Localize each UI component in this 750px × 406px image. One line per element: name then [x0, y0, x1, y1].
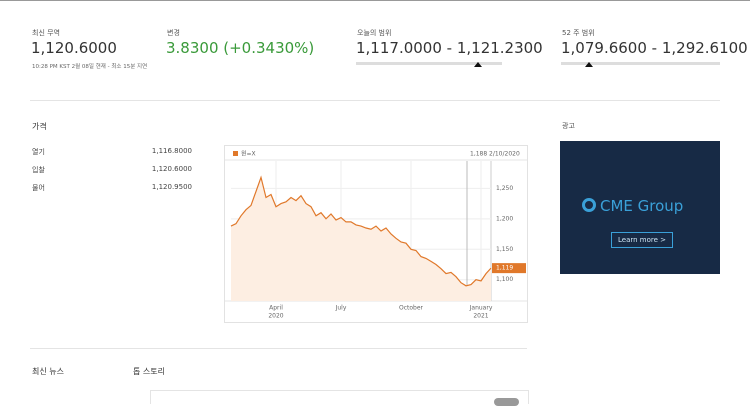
stat-value: 3.8300 (+0.3430%)	[166, 39, 315, 57]
x-tick-year: 2021	[473, 313, 488, 320]
range-bar	[356, 62, 502, 65]
range-marker	[474, 62, 482, 67]
divider	[30, 100, 720, 101]
area	[231, 177, 491, 301]
range-bar	[561, 62, 720, 65]
price-row-label: 물어	[32, 184, 45, 192]
ad-label: 광고	[562, 122, 575, 130]
news-badge	[494, 398, 519, 406]
y-tick-label: 1,100	[496, 276, 513, 283]
divider	[30, 348, 527, 349]
x-tick-label: April	[269, 305, 283, 312]
ad-brand: CME Group	[600, 197, 684, 215]
last-value-box	[492, 263, 526, 274]
news-title: 최신 뉴스	[32, 367, 64, 376]
last-value-label: 1,119	[496, 265, 513, 272]
x-tick-year: 2020	[268, 313, 283, 320]
stat-value: 1,120.6000	[31, 39, 117, 57]
price-row-label: 열기	[32, 148, 45, 156]
price-row-value: 1,120.9500	[151, 183, 192, 191]
top-border	[0, 0, 750, 1]
stat-label: 변경	[167, 29, 180, 37]
section-title: 가격	[32, 122, 47, 131]
stat-label: 최신 무역	[32, 29, 60, 37]
ad-logo	[582, 198, 596, 212]
ad-banner[interactable]: CME Group Learn more >	[560, 141, 720, 274]
price-row-value: 1,120.6000	[151, 165, 192, 173]
line	[230, 175, 492, 287]
stat-note: 10:28 PM KST 2월 08일 현재 - 최소 15분 지연	[32, 64, 148, 70]
stat-value: 1,079.6600 - 1,292.6100	[561, 39, 748, 57]
stat-label: 오늘의 범위	[357, 29, 392, 37]
hover-value: 1,188	[470, 151, 487, 158]
stat-label: 52 주 범위	[562, 29, 595, 37]
x-tick-label: July	[335, 305, 347, 312]
legend-swatch	[233, 151, 238, 156]
ad-button[interactable]: Learn more >	[611, 232, 674, 248]
price-row-label: 입찰	[32, 166, 45, 174]
y-tick-label: 1,150	[496, 246, 513, 253]
y-tick-label: 1,250	[496, 185, 513, 192]
hover-date: 2/10/2020	[489, 151, 520, 158]
range-marker	[585, 62, 593, 67]
chart: 1,250 1,200 1,150 1,100 April July October Janu…	[224, 145, 528, 323]
stat-value: 1,117.0000 - 1,121.2300	[356, 39, 543, 57]
price-row-value: 1,116.8000	[151, 147, 192, 155]
y-tick-label: 1,200	[496, 215, 513, 222]
news-card[interactable]	[150, 390, 529, 404]
x-tick-label: October	[399, 305, 424, 312]
news-title: 톱 스토리	[133, 367, 165, 376]
legend-label: 원=X	[241, 150, 256, 158]
x-tick-label: January	[469, 305, 493, 312]
